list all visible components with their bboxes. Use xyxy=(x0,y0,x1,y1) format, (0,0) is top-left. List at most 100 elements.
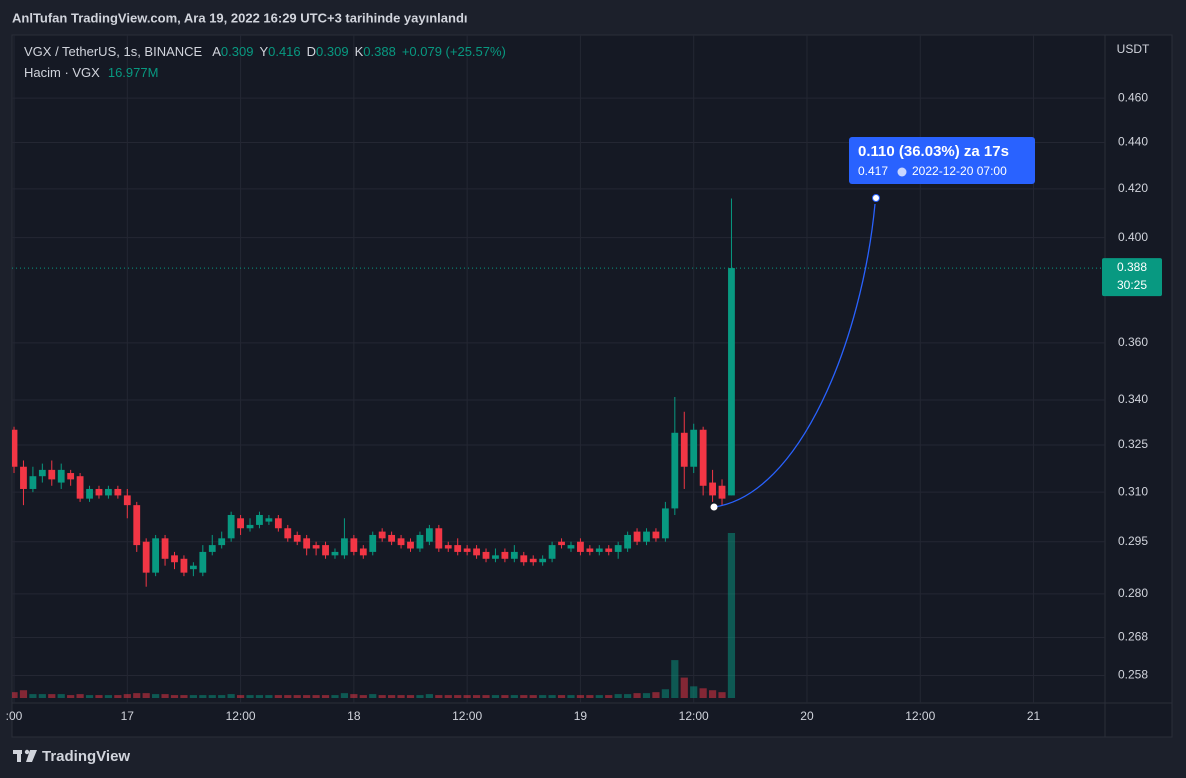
volume-bar xyxy=(378,695,386,698)
volume-bar xyxy=(350,694,358,698)
volume-bar xyxy=(463,695,471,698)
y-tick-label: 0.268 xyxy=(1118,630,1148,644)
candle-body xyxy=(718,485,726,499)
candle-body xyxy=(274,518,282,529)
volume-bar xyxy=(435,695,443,698)
candle-body xyxy=(558,541,565,546)
candle-body xyxy=(114,488,122,496)
brand-name: TradingView xyxy=(42,748,130,765)
volume-bar xyxy=(708,690,717,698)
candle-body xyxy=(378,531,386,539)
volume-bar xyxy=(369,694,377,698)
volume-bar xyxy=(85,695,94,698)
countdown: 30:25 xyxy=(1117,278,1147,292)
volume-bar xyxy=(67,695,75,698)
volume-bar xyxy=(529,695,537,698)
volume-bar xyxy=(624,694,632,698)
candle-body xyxy=(586,548,594,552)
volume-bar xyxy=(246,695,254,698)
y-tick-label: 0.440 xyxy=(1118,135,1148,149)
volume-bar xyxy=(359,695,367,698)
candle-body xyxy=(152,538,160,573)
logo-part xyxy=(24,749,30,755)
change: +0.079 (+25.57%) xyxy=(402,44,506,59)
ohlc-value: 0.309 xyxy=(316,44,349,59)
volume-bar xyxy=(557,695,566,698)
volume-bar xyxy=(189,695,197,698)
volume-bar xyxy=(642,693,651,698)
volume-bar xyxy=(38,694,46,698)
volume-bar xyxy=(482,695,490,698)
plot-area xyxy=(12,198,1105,698)
volume-bar xyxy=(218,695,226,698)
candle-body xyxy=(359,548,367,556)
volume-bar xyxy=(548,695,556,698)
volume-bar xyxy=(454,695,462,698)
candle-body xyxy=(105,488,112,496)
volume-bar xyxy=(321,695,330,698)
y-tick-label: 0.400 xyxy=(1118,230,1148,244)
candle-body xyxy=(510,551,518,559)
volume-bar xyxy=(727,533,736,698)
volume-bar xyxy=(133,693,141,698)
volume-bar xyxy=(633,693,641,698)
y-tick-label: 0.258 xyxy=(1118,668,1148,682)
x-tick-label: 18 xyxy=(347,709,361,723)
candle-body xyxy=(416,534,424,549)
volume-bar xyxy=(255,695,264,698)
candle-body xyxy=(539,558,547,563)
candle-body xyxy=(171,555,178,563)
candle-body xyxy=(567,545,575,549)
volume-bar xyxy=(104,695,113,698)
candle-body xyxy=(199,551,207,573)
volume-bar xyxy=(699,688,707,698)
projection-box xyxy=(849,137,1035,184)
candle-body xyxy=(680,432,688,467)
clock-icon xyxy=(897,167,907,177)
candle-body xyxy=(133,505,141,546)
volume-bar xyxy=(680,677,688,698)
candle-body xyxy=(161,538,169,559)
candle-body xyxy=(643,531,650,542)
candle-body xyxy=(548,545,556,559)
candle-body xyxy=(86,488,93,499)
volume-bar xyxy=(406,695,415,698)
volume-bar xyxy=(312,695,320,698)
candle-body xyxy=(520,555,528,563)
volume-bar xyxy=(208,695,216,698)
ohlc-key: Y xyxy=(259,44,268,59)
volume-name: Hacim · VGX xyxy=(24,65,100,80)
volume-bar xyxy=(19,690,28,698)
symbol: VGX / TetherUS, 1s, BINANCE xyxy=(24,44,203,59)
candle-body xyxy=(671,432,679,509)
candle-body xyxy=(331,551,339,556)
projection-date: 2022-12-20 07:00 xyxy=(912,164,1007,178)
candle-body xyxy=(180,558,188,573)
volume-bar xyxy=(48,694,56,698)
volume-bar xyxy=(671,660,679,698)
volume-bar xyxy=(123,694,131,698)
candle-body xyxy=(20,466,27,489)
candle-body xyxy=(218,538,226,546)
brand: TradingView xyxy=(13,748,130,765)
volume-bar xyxy=(293,695,301,698)
candle-body xyxy=(482,551,490,559)
candle-body xyxy=(699,429,707,486)
x-tick-label: :00 xyxy=(6,709,23,723)
volume-bar xyxy=(76,694,84,698)
volume-legend: Hacim · VGX 16.977M xyxy=(24,65,158,80)
candle-body xyxy=(265,518,273,522)
candle-body xyxy=(38,469,46,477)
candle-body xyxy=(48,469,56,480)
candle-body xyxy=(652,531,660,539)
volume-bar xyxy=(520,695,528,698)
volume-bar xyxy=(114,695,122,698)
last-price-label: 0.388 xyxy=(1117,260,1147,274)
candle-body xyxy=(123,495,131,506)
candle-body xyxy=(463,548,471,552)
volume-bar xyxy=(236,695,245,698)
y-tick-label: 0.460 xyxy=(1118,90,1148,104)
volume-bar xyxy=(718,692,726,698)
